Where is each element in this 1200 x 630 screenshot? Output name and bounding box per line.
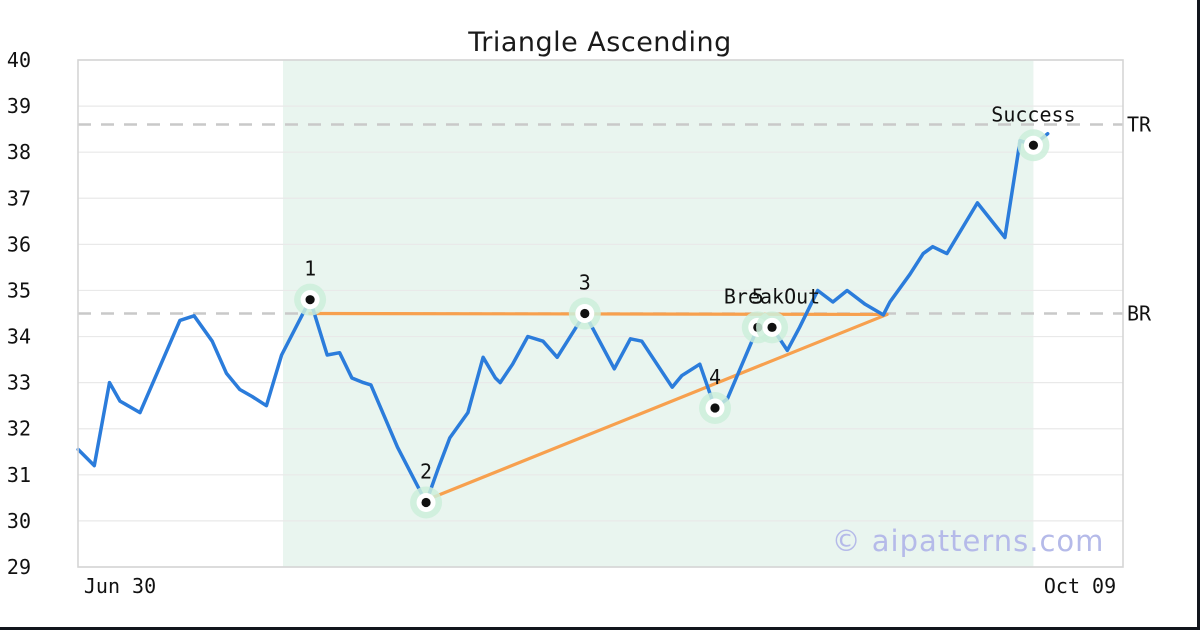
marker-dot bbox=[767, 322, 777, 332]
window-edge-bottom bbox=[0, 627, 1200, 630]
y-tick-label: 38 bbox=[7, 140, 31, 164]
y-tick-label: 31 bbox=[7, 463, 31, 487]
window-edge-right bbox=[1197, 0, 1200, 630]
y-tick-label: 37 bbox=[7, 186, 31, 210]
y-tick-label: 40 bbox=[7, 48, 31, 72]
y-tick-label: 36 bbox=[7, 232, 31, 256]
marker-label-3: 3 bbox=[579, 271, 591, 295]
x-tick-label: Oct 09 bbox=[1044, 574, 1116, 598]
guide-label-BR: BR bbox=[1127, 302, 1152, 326]
marker-label-2: 2 bbox=[420, 459, 432, 483]
marker-label-Success: Success bbox=[991, 102, 1075, 126]
marker-dot bbox=[710, 403, 720, 413]
marker-label-BreakOut: BreakOut bbox=[724, 284, 820, 308]
marker-dot bbox=[305, 295, 315, 305]
marker-label-5: 5 bbox=[752, 284, 764, 308]
y-tick-label: 33 bbox=[7, 371, 31, 395]
guide-label-TR: TR bbox=[1127, 113, 1152, 137]
marker-dot bbox=[1028, 140, 1039, 150]
y-tick-label: 39 bbox=[7, 94, 31, 118]
y-tick-label: 35 bbox=[7, 278, 31, 302]
plot-border bbox=[77, 59, 1124, 568]
marker-label-4: 4 bbox=[709, 365, 721, 389]
trendline-support bbox=[424, 312, 889, 502]
watermark: © aipatterns.com bbox=[831, 524, 1105, 558]
chart-title: Triangle Ascending bbox=[468, 27, 732, 58]
y-tick-label: 30 bbox=[7, 509, 31, 533]
marker-dot bbox=[580, 308, 590, 319]
y-tick-label: 34 bbox=[7, 325, 31, 349]
marker-label-1: 1 bbox=[304, 257, 316, 281]
y-tick-label: 32 bbox=[7, 417, 31, 441]
price-line bbox=[76, 131, 1050, 505]
x-tick-label: Jun 30 bbox=[84, 574, 156, 598]
marker-dot bbox=[421, 497, 431, 508]
y-tick-label: 29 bbox=[7, 555, 31, 579]
